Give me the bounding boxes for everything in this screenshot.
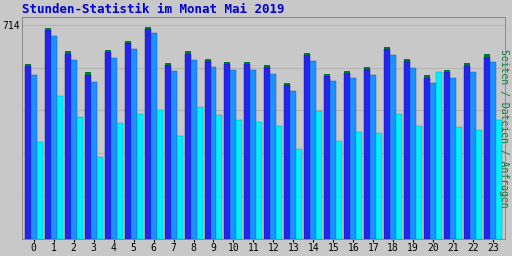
Bar (464, 66, 470, 239)
Bar (284, 83, 290, 86)
Bar (230, 70, 237, 239)
Bar (177, 136, 183, 239)
Bar (117, 123, 123, 239)
Bar (244, 62, 250, 64)
Bar (416, 126, 422, 239)
Bar (237, 120, 243, 239)
Bar (144, 27, 151, 29)
Bar (164, 65, 170, 239)
Bar (424, 76, 430, 78)
Bar (170, 71, 177, 239)
Bar (436, 72, 442, 239)
Bar (250, 70, 257, 239)
Bar (384, 47, 390, 49)
Bar (450, 78, 456, 239)
Bar (124, 41, 131, 43)
Bar (104, 50, 111, 52)
Bar (184, 51, 190, 54)
Bar (91, 82, 97, 239)
Bar (464, 63, 470, 66)
Bar (270, 74, 276, 239)
Bar (344, 71, 350, 73)
Bar (190, 60, 197, 239)
Bar (204, 61, 210, 239)
Bar (77, 116, 83, 239)
Bar (137, 114, 143, 239)
Bar (51, 36, 57, 239)
Bar (210, 67, 217, 239)
Bar (151, 33, 157, 239)
Bar (336, 141, 343, 239)
Bar (164, 63, 170, 65)
Bar (350, 78, 356, 239)
Bar (456, 127, 462, 239)
Bar (25, 67, 31, 239)
Bar (65, 51, 71, 54)
Bar (370, 75, 376, 239)
Bar (470, 72, 476, 239)
Bar (324, 74, 330, 76)
Bar (384, 49, 390, 239)
Bar (364, 67, 370, 69)
Text: Stunden-Statistik im Monat Mai 2019: Stunden-Statistik im Monat Mai 2019 (22, 3, 284, 16)
Bar (404, 59, 410, 61)
Bar (204, 59, 210, 61)
Bar (316, 111, 323, 239)
Bar (324, 76, 330, 239)
Bar (344, 73, 350, 239)
Bar (57, 95, 63, 239)
Bar (430, 83, 436, 239)
Bar (144, 29, 151, 239)
Bar (444, 72, 450, 239)
Bar (37, 142, 43, 239)
Bar (244, 64, 250, 239)
Bar (376, 133, 382, 239)
Bar (25, 64, 31, 67)
Bar (157, 110, 163, 239)
Bar (184, 54, 190, 239)
Bar (396, 114, 402, 239)
Bar (111, 58, 117, 239)
Bar (304, 52, 310, 55)
Bar (84, 72, 91, 74)
Bar (404, 61, 410, 239)
Bar (84, 74, 91, 239)
Bar (197, 107, 203, 239)
Y-axis label: Seiten / Dateien / Anfragen: Seiten / Dateien / Anfragen (499, 49, 509, 207)
Bar (257, 122, 263, 239)
Bar (217, 115, 223, 239)
Bar (65, 54, 71, 239)
Bar (45, 28, 51, 30)
Bar (476, 130, 482, 239)
Bar (124, 43, 131, 239)
Bar (390, 55, 396, 239)
Bar (304, 55, 310, 239)
Bar (104, 52, 111, 239)
Bar (264, 67, 270, 239)
Bar (224, 64, 230, 239)
Bar (444, 70, 450, 72)
Bar (290, 91, 296, 239)
Bar (296, 149, 303, 239)
Bar (484, 54, 490, 57)
Bar (496, 120, 502, 239)
Bar (276, 126, 283, 239)
Bar (45, 30, 51, 239)
Bar (490, 62, 496, 239)
Bar (224, 62, 230, 64)
Bar (97, 156, 103, 239)
Bar (410, 68, 416, 239)
Bar (264, 65, 270, 67)
Bar (364, 69, 370, 239)
Bar (484, 57, 490, 239)
Bar (310, 61, 316, 239)
Bar (284, 86, 290, 239)
Bar (31, 74, 37, 239)
Bar (424, 78, 430, 239)
Bar (131, 49, 137, 239)
Bar (330, 81, 336, 239)
Bar (356, 132, 362, 239)
Bar (71, 60, 77, 239)
